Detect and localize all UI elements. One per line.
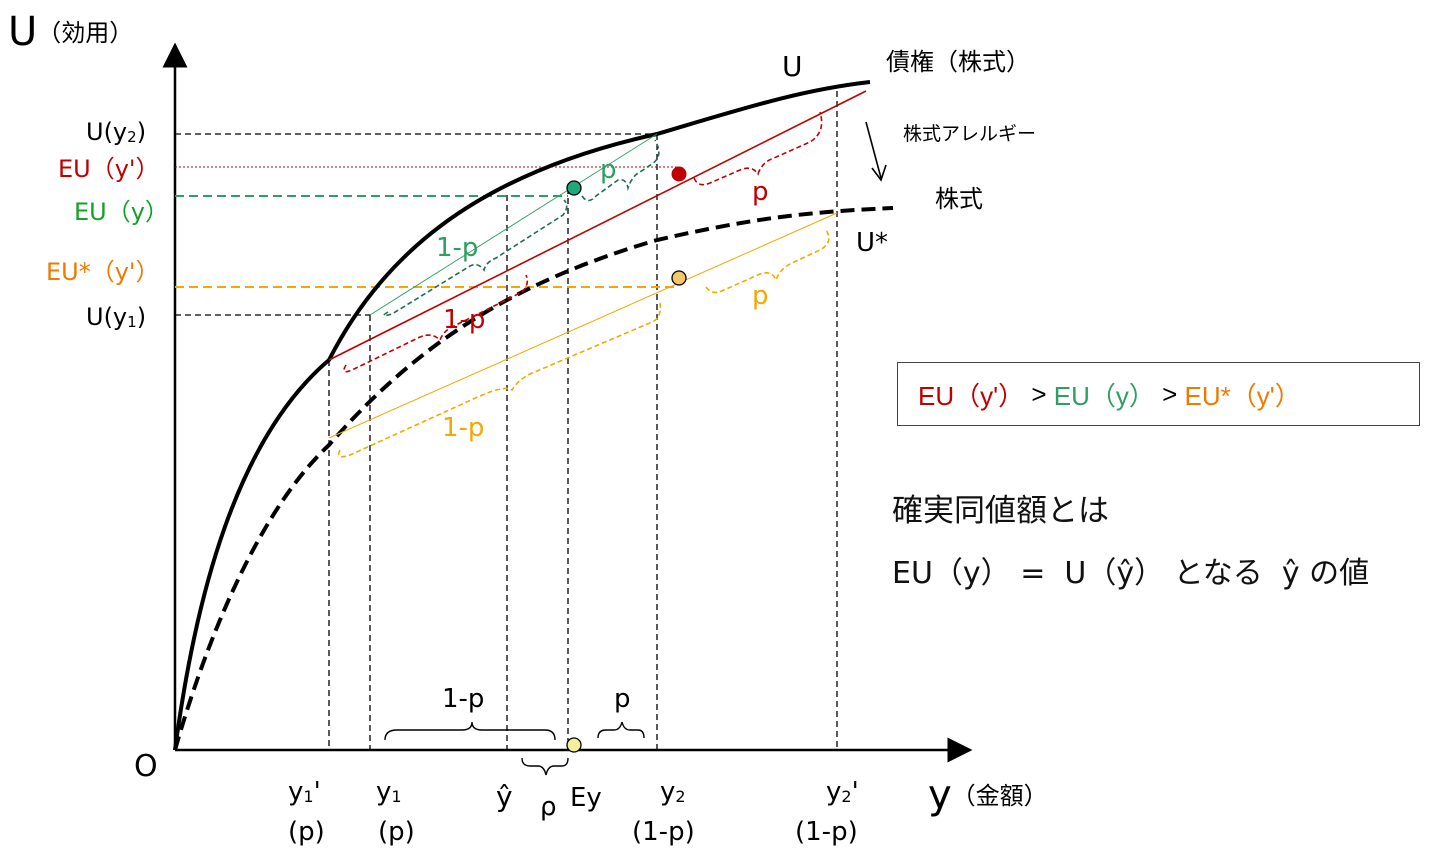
note-line1: 確実同値額とは: [892, 493, 1109, 529]
brace-green-1p: [383, 199, 568, 317]
chord-green: [369, 133, 658, 316]
stock-label: 株式: [935, 185, 983, 213]
y-axis-title: U（効用）: [8, 9, 133, 55]
curve-u-label: U: [782, 50, 803, 83]
brace-red-p: [693, 111, 823, 186]
chord-red: [328, 90, 867, 361]
aversion-arrow: [865, 121, 882, 179]
tick-y1p: y1': [288, 777, 321, 807]
label-eustar-yprime: EU*（y'）: [46, 258, 160, 286]
tick-y2: y2: [660, 777, 686, 807]
tick-yhat: ŷ: [496, 780, 513, 813]
origin-label: O: [134, 749, 158, 784]
brace-label-green-p: p: [600, 155, 617, 185]
label-u-y2: U(y2): [86, 118, 146, 146]
utility-curve-u: [173, 80, 871, 751]
comparison-sep2: >: [1154, 378, 1185, 409]
aversion-label: 株式アレルギー: [903, 123, 1036, 145]
comparison-eu-yprime: EU（y'）: [918, 380, 1025, 411]
brace-label-green-1p: 1-p: [436, 233, 478, 263]
utility-curve-ustar: [173, 206, 894, 751]
point-eu-yprime: [671, 166, 687, 182]
vertical-guides: [328, 91, 838, 750]
tick-y1-prob: (p): [378, 817, 415, 847]
brace-bottom-rho: [521, 757, 569, 776]
brace-label-orange-1p: 1-p: [442, 413, 484, 443]
aversion-arrow-head: [871, 164, 887, 182]
point-bottom: [566, 737, 582, 753]
curve-ustar-label: U*: [856, 228, 888, 258]
tick-y1p-prob: (p): [288, 817, 325, 847]
label-u-y1: U(y1): [86, 303, 146, 331]
comparison-sep1: >: [1024, 378, 1054, 409]
point-eu-y: [566, 180, 582, 196]
brace-label-red-p: p: [752, 177, 769, 207]
comparison-box: EU（y'） > EU（y） > EU*（y'）: [897, 362, 1420, 426]
brace-orange-p: [705, 229, 830, 294]
brace-label-bottom-1p: 1-p: [442, 684, 484, 714]
chord-orange: [328, 212, 838, 439]
brace-label-red-1p: 1-p: [443, 305, 485, 335]
comparison-eu-y: EU（y）: [1053, 380, 1155, 411]
comparison-eustar-yprime: EU*（y'）: [1184, 380, 1301, 411]
tick-y1: y1: [376, 777, 402, 807]
brace-orange-1p: [337, 302, 662, 458]
brace-red-1p: [343, 274, 529, 373]
brace-label-orange-p: p: [752, 281, 769, 311]
tick-y2-prob: (1-p): [632, 817, 695, 847]
x-axis-title: y（金額）: [928, 772, 1048, 818]
tick-y2p: y2': [826, 777, 859, 807]
brace-bottom-p: [597, 721, 645, 739]
brace-bottom-1p: [384, 721, 556, 741]
tick-y2p-prob: (1-p): [795, 817, 858, 847]
brace-green-p: [581, 139, 660, 202]
point-eustar-yprime: [671, 270, 687, 286]
tick-rho: ρ: [540, 792, 557, 822]
tick-ey: Ey: [570, 783, 602, 813]
bond-label: 債権（株式）: [886, 48, 1030, 76]
label-eu-y: EU（y）: [74, 198, 169, 226]
label-eu-yprime: EU（y'）: [58, 155, 160, 183]
brace-label-bottom-p: p: [614, 684, 631, 714]
note-line2: EU（y） = U（ŷ） となる ŷ の値: [892, 556, 1370, 591]
